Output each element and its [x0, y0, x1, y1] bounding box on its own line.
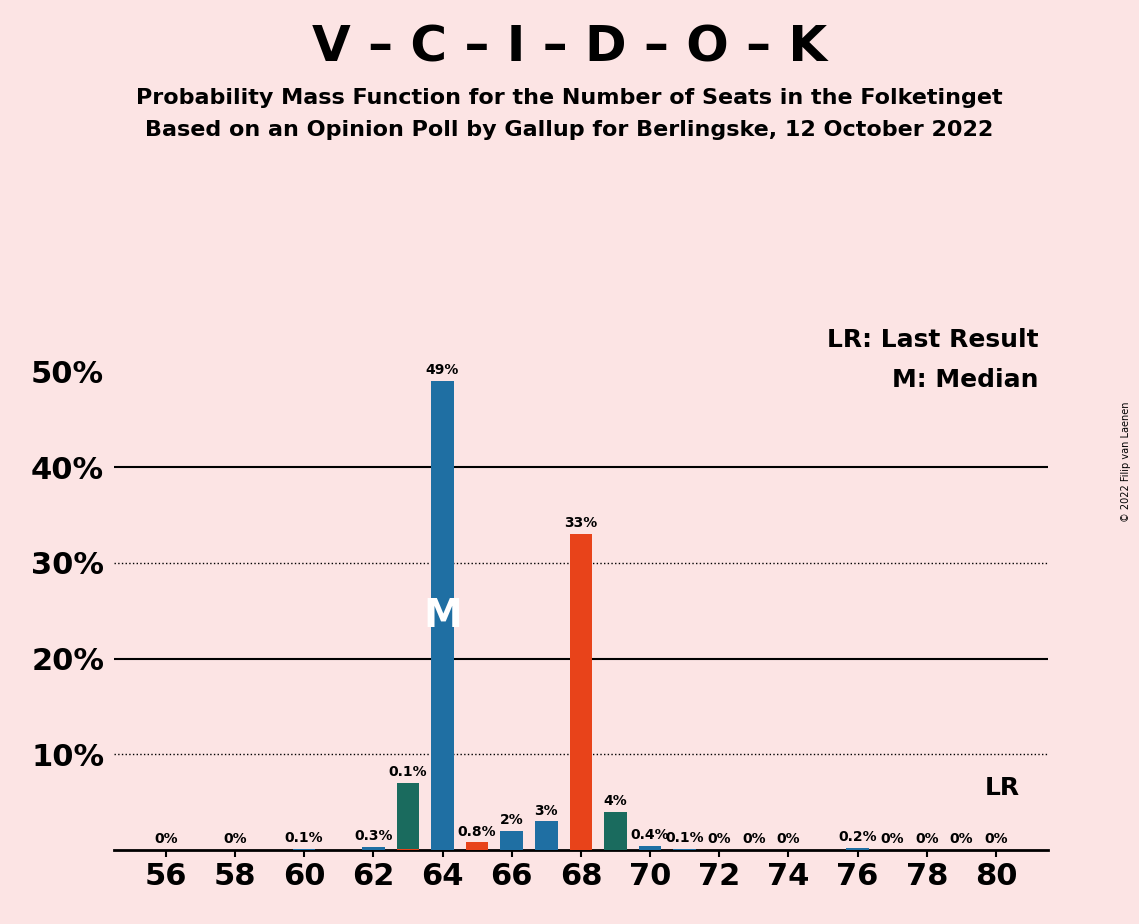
- Text: 0%: 0%: [950, 833, 973, 846]
- Text: Based on an Opinion Poll by Gallup for Berlingske, 12 October 2022: Based on an Opinion Poll by Gallup for B…: [146, 120, 993, 140]
- Bar: [639, 846, 662, 850]
- Text: 0.8%: 0.8%: [458, 824, 497, 839]
- Bar: [535, 821, 558, 850]
- Text: 33%: 33%: [564, 517, 598, 530]
- Text: 0.1%: 0.1%: [285, 832, 323, 845]
- Text: 0%: 0%: [984, 833, 1008, 846]
- Text: 0%: 0%: [880, 833, 904, 846]
- Bar: [466, 843, 489, 850]
- Text: 0%: 0%: [707, 833, 731, 846]
- Bar: [570, 534, 592, 850]
- Text: 0%: 0%: [777, 833, 801, 846]
- Bar: [673, 849, 696, 850]
- Text: 0.1%: 0.1%: [388, 765, 427, 779]
- Bar: [432, 382, 453, 850]
- Text: 49%: 49%: [426, 363, 459, 377]
- Text: 0%: 0%: [741, 833, 765, 846]
- Text: © 2022 Filip van Laenen: © 2022 Filip van Laenen: [1121, 402, 1131, 522]
- Text: M: M: [424, 597, 462, 635]
- Text: 4%: 4%: [604, 794, 628, 808]
- Text: Probability Mass Function for the Number of Seats in the Folketinget: Probability Mass Function for the Number…: [137, 88, 1002, 108]
- Bar: [846, 848, 869, 850]
- Text: 0%: 0%: [223, 833, 247, 846]
- Text: 0.3%: 0.3%: [354, 830, 393, 844]
- Bar: [396, 849, 419, 850]
- Text: 2%: 2%: [500, 813, 524, 827]
- Text: 3%: 3%: [534, 804, 558, 818]
- Bar: [293, 849, 316, 850]
- Text: 0.2%: 0.2%: [838, 831, 877, 845]
- Bar: [396, 784, 419, 850]
- Bar: [466, 843, 489, 850]
- Bar: [604, 812, 626, 850]
- Bar: [500, 831, 523, 850]
- Text: 0%: 0%: [915, 833, 939, 846]
- Text: 0.1%: 0.1%: [665, 832, 704, 845]
- Text: LR: LR: [985, 776, 1019, 800]
- Text: LR: Last Result: LR: Last Result: [827, 328, 1039, 351]
- Bar: [362, 847, 385, 850]
- Text: M: Median: M: Median: [892, 368, 1039, 392]
- Text: 0%: 0%: [154, 833, 178, 846]
- Text: 0.4%: 0.4%: [631, 829, 670, 843]
- Text: V – C – I – D – O – K: V – C – I – D – O – K: [312, 23, 827, 71]
- Bar: [396, 849, 419, 850]
